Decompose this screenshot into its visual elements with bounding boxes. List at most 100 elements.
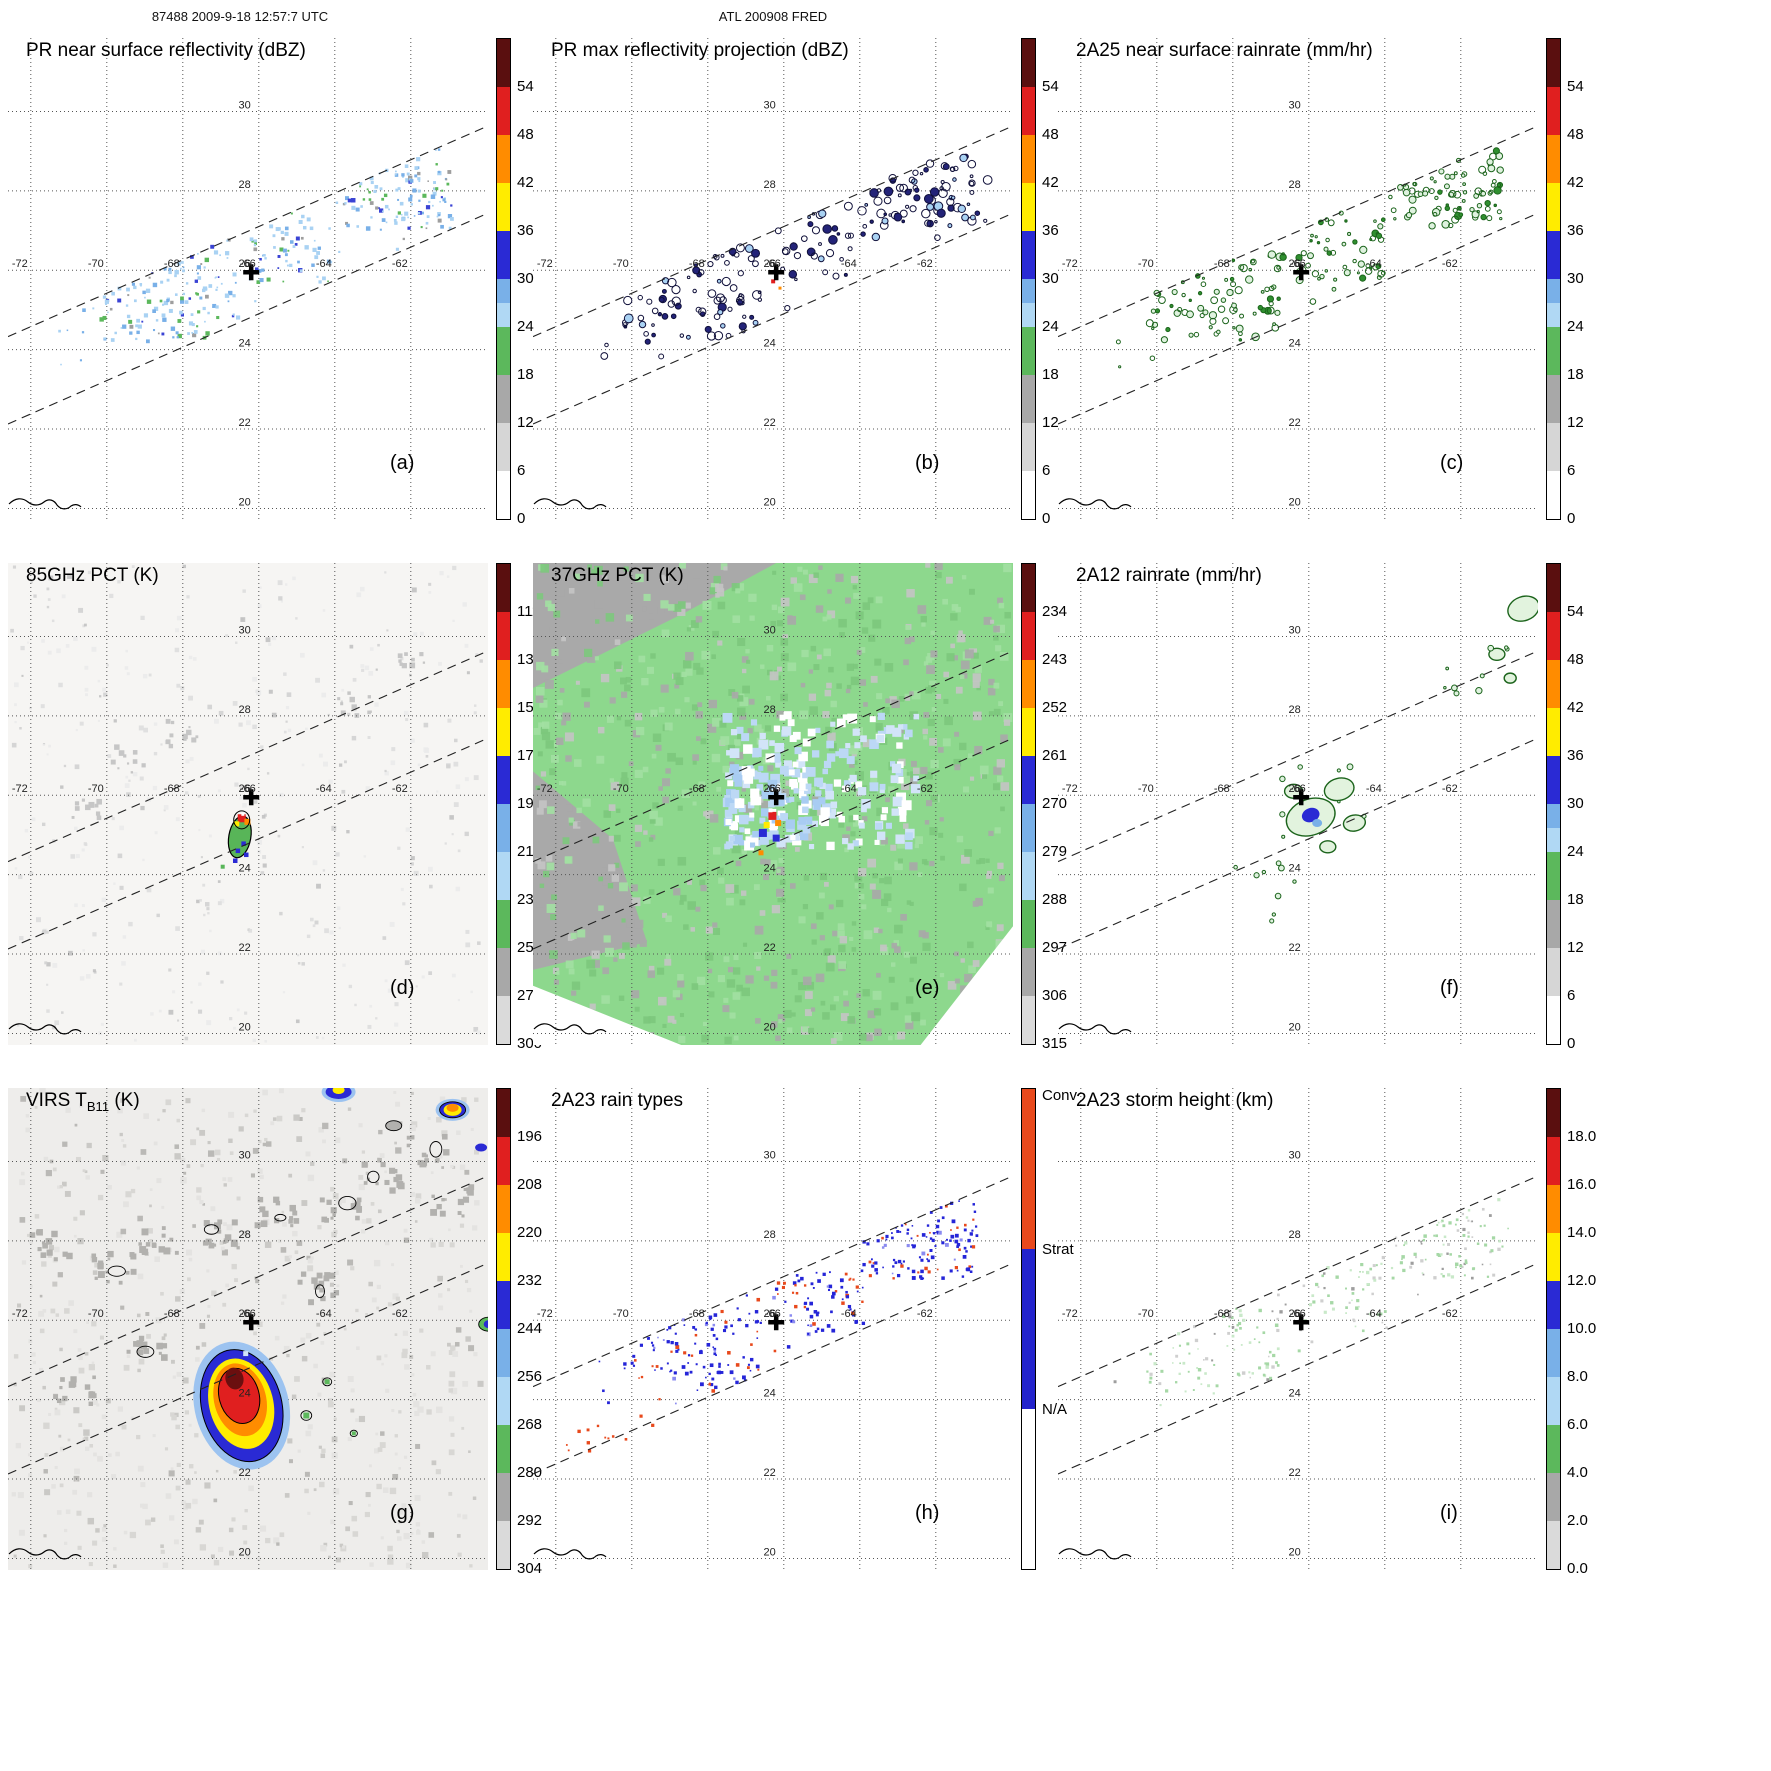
data-pixel	[717, 601, 726, 610]
lon-label: -68	[1214, 783, 1230, 795]
data-pixel	[196, 272, 199, 275]
lat-label: 30	[1289, 624, 1301, 636]
data-pixel	[709, 814, 719, 823]
data-pixel	[1394, 1236, 1398, 1239]
data-pixel	[126, 287, 130, 292]
data-pixel	[917, 872, 923, 877]
data-pixel	[312, 924, 316, 928]
echo-contour	[749, 314, 755, 320]
panel-title: PR near surface reflectivity (dBZ)	[26, 40, 306, 61]
data-pixel	[319, 1481, 325, 1488]
data-pixel	[630, 1361, 634, 1365]
data-pixel	[331, 1436, 338, 1443]
data-pixel	[1381, 1255, 1385, 1260]
data-pixel	[222, 1177, 227, 1182]
data-pixel	[598, 905, 604, 911]
data-pixel	[244, 818, 251, 825]
data-pixel	[819, 935, 825, 941]
data-pixel	[307, 1424, 313, 1430]
data-pixel	[561, 636, 566, 642]
data-pixel	[18, 874, 23, 880]
coastline	[8, 1023, 82, 1035]
data-pixel	[196, 899, 200, 904]
data-pixel	[467, 1189, 474, 1196]
data-pixel	[279, 247, 284, 252]
data-pixel	[674, 683, 680, 689]
data-pixel	[925, 784, 933, 791]
data-pixel	[391, 747, 396, 752]
data-pixel	[48, 1412, 52, 1416]
data-pixel	[199, 1129, 206, 1136]
data-pixel	[358, 1174, 364, 1180]
data-pixel	[1461, 1265, 1464, 1269]
echo-contour	[966, 202, 971, 207]
data-pixel	[639, 1343, 643, 1347]
data-pixel	[689, 1370, 693, 1374]
lat-label: 22	[764, 1467, 776, 1479]
data-pixel	[812, 750, 820, 758]
data-pixel	[44, 1453, 49, 1457]
data-pixel	[277, 580, 283, 586]
data-pixel	[881, 898, 889, 907]
data-pixel	[153, 306, 159, 311]
rain-contour	[1324, 269, 1329, 273]
echo-contour	[623, 313, 634, 324]
colorbar-segment	[1022, 183, 1035, 231]
data-pixel	[411, 587, 417, 593]
data-pixel	[614, 569, 620, 574]
colorbar-segment	[497, 708, 510, 756]
data-pixel	[199, 296, 203, 300]
data-pixel	[876, 807, 885, 817]
rain-contour	[1305, 262, 1311, 269]
data-pixel	[123, 1530, 128, 1535]
data-pixel	[336, 1284, 340, 1288]
data-pixel	[854, 873, 863, 882]
data-pixel	[197, 310, 201, 314]
data-pixel	[725, 797, 735, 807]
rain-contour	[1453, 171, 1458, 176]
data-pixel	[720, 736, 730, 746]
grid-lines	[8, 38, 488, 520]
data-pixel	[210, 244, 215, 249]
data-pixel	[1355, 1306, 1359, 1310]
data-pixel	[201, 1342, 207, 1347]
rain-contour	[1475, 687, 1483, 695]
data-pixel	[730, 884, 739, 894]
echo-contour	[674, 302, 682, 310]
data-pixel	[910, 1237, 913, 1240]
echo-contour	[794, 277, 798, 282]
data-pixel	[708, 1372, 711, 1376]
data-pixel	[868, 1274, 872, 1278]
data-pixel	[273, 1196, 280, 1203]
data-pixel	[811, 939, 817, 945]
data-pixel	[92, 1399, 98, 1405]
data-pixel	[818, 565, 823, 570]
data-pixel	[997, 862, 1004, 869]
data-pixel	[787, 615, 797, 625]
data-pixel	[1188, 1352, 1191, 1355]
data-pixel	[149, 1204, 152, 1208]
data-pixel	[74, 801, 80, 806]
data-pixel	[448, 1380, 455, 1387]
data-pixel	[862, 816, 868, 822]
data-pixel	[25, 1114, 30, 1118]
data-pixel	[1158, 1382, 1162, 1386]
data-pixel	[28, 1473, 33, 1478]
data-pixel	[154, 831, 158, 835]
rain-contour	[1145, 319, 1154, 328]
data-pixel	[799, 710, 809, 720]
data-pixel	[1491, 1236, 1496, 1240]
data-pixel	[586, 1441, 590, 1445]
data-pixel	[117, 580, 121, 584]
data-pixel	[862, 739, 871, 748]
data-pixel	[264, 1241, 272, 1248]
data-pixel	[419, 631, 424, 636]
data-pixel	[264, 257, 267, 260]
data-pixel	[331, 1452, 338, 1459]
data-pixel	[260, 745, 264, 749]
data-pixel	[350, 1203, 358, 1210]
data-pixel	[830, 1310, 833, 1314]
data-pixel	[894, 861, 903, 871]
data-pixel	[1237, 1321, 1242, 1326]
